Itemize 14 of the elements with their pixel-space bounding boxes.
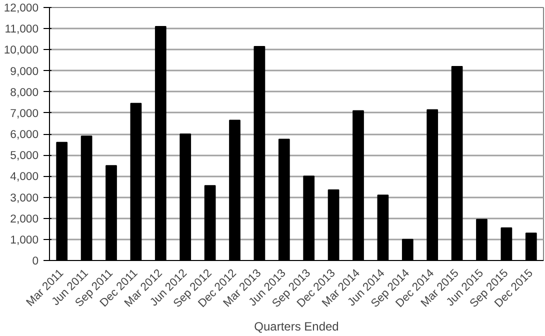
y-tick-label: 4,000 bbox=[10, 171, 39, 184]
y-tick-label: 11,000 bbox=[4, 24, 39, 36]
y-tick-label: 5,000 bbox=[10, 150, 39, 162]
y-tick-label: 10,000 bbox=[4, 44, 39, 57]
y-tick-label: 1,000 bbox=[10, 234, 39, 246]
y-tick-label: 12,000 bbox=[4, 2, 39, 14]
y-tick-label: 2,000 bbox=[10, 213, 39, 226]
y-tick-label: 3,000 bbox=[10, 192, 39, 204]
y-tick-label: 9,000 bbox=[10, 66, 39, 78]
y-tick-label: 0 bbox=[32, 256, 39, 268]
x-axis-title: Quarters Ended bbox=[254, 319, 339, 334]
y-tick-label: 6,000 bbox=[10, 129, 39, 141]
y-tick-label: 7,000 bbox=[10, 108, 39, 120]
y-tick-label: 8,000 bbox=[10, 86, 39, 99]
